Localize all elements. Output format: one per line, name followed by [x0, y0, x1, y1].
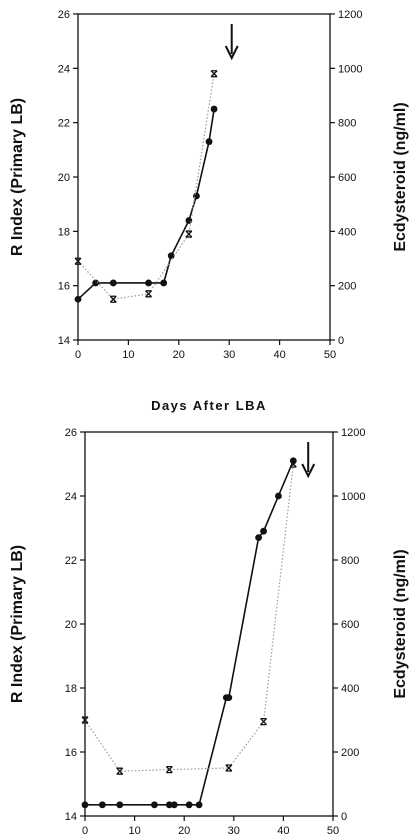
x-tick-label: 40 [277, 825, 289, 837]
r-index-point [260, 527, 267, 535]
r-index-point [92, 279, 100, 287]
ecdysteroid-point [109, 295, 117, 303]
ecdysteroid-line [77, 73, 215, 300]
y2-tick-label: 600 [338, 172, 356, 184]
arrow-head [301, 463, 316, 479]
x-tick-label: 0 [82, 825, 88, 837]
r-index-point [255, 534, 262, 541]
r-index-point [167, 252, 175, 260]
y2-tick-label: 200 [338, 281, 356, 293]
r-index-point [160, 279, 168, 287]
x-tick-label: 50 [324, 349, 336, 361]
r-index-point [185, 801, 193, 809]
y2-tick-label: 800 [338, 118, 356, 130]
y2-tick-label: 400 [338, 226, 356, 238]
r-index-point [210, 105, 218, 113]
marks: 0 10 20 30 40 50 14 16 18 20 22 24 26 0 200 400 600 800 10… [65, 427, 366, 837]
y-tick-label: 24 [58, 63, 70, 75]
x-tick-label: 30 [228, 825, 240, 837]
r-index-point [151, 801, 158, 809]
marks: 0 10 20 30 40 50 14 16 18 20 22 24 26 0 200 400 600 800 10… [58, 9, 363, 361]
r-index-point [116, 801, 124, 809]
panel-2: R Index (Primary LB) Ecdysteroid (ng/ml)… [9, 427, 409, 837]
r-index-point [81, 801, 89, 809]
y-tick-label: 22 [58, 118, 70, 130]
x-tick-label: 20 [173, 349, 185, 361]
y-tick-label: 20 [58, 172, 70, 184]
x-tick-label: 10 [128, 825, 140, 837]
y-tick-label: 20 [65, 619, 77, 631]
y2-tick-label: 1000 [341, 491, 365, 503]
r-index-point [165, 801, 173, 809]
ecdysteroid-line [84, 463, 294, 772]
x-tick-label: 50 [327, 825, 339, 837]
r-index-point [195, 801, 203, 809]
y2-tick-label: 1200 [338, 9, 362, 21]
r-index-point [145, 279, 152, 287]
ecdysteroid-point [260, 717, 268, 726]
y-tick-label: 14 [65, 811, 77, 823]
y2-tick-label: 1000 [338, 63, 362, 75]
r-index-line [85, 460, 295, 806]
r-index-point [225, 694, 233, 701]
y-tick-label: 16 [65, 747, 77, 759]
ecdysteroid-point [289, 460, 297, 468]
ecdysteroid-point [165, 765, 173, 774]
y-tick-label: 26 [65, 427, 77, 439]
y2-tick-label: 200 [341, 747, 359, 759]
x-axis-label: Days After LBA [151, 398, 267, 413]
ecdysteroid-point [225, 764, 233, 772]
y2-tick-label: 1200 [341, 427, 365, 439]
y-axis-label: R Index (Primary LB) [9, 98, 26, 256]
x-tick-label: 0 [75, 349, 81, 361]
y-tick-label: 18 [65, 683, 77, 695]
r-index-line [77, 108, 215, 300]
arrow-head [224, 45, 239, 61]
r-index-point [275, 492, 282, 500]
ecdysteroid-point [81, 716, 89, 724]
x-tick-label: 40 [273, 349, 285, 361]
y2-tick-label: 800 [341, 555, 359, 567]
y2-axis-label: Ecdysteroid (ng/ml) [392, 549, 409, 698]
r-index-point [74, 295, 82, 303]
x-tick-label: 30 [223, 349, 235, 361]
y-tick-label: 14 [58, 335, 70, 347]
y-tick-label: 16 [58, 281, 70, 293]
y-tick-label: 26 [58, 9, 70, 21]
y2-tick-label: 600 [341, 619, 359, 631]
r-index-point [98, 801, 106, 809]
plot-frame [84, 431, 334, 817]
y-tick-label: 22 [65, 555, 77, 567]
y-tick-label: 18 [58, 226, 70, 238]
y2-tick-label: 400 [341, 683, 359, 695]
ecdysteroid-point [145, 290, 153, 298]
plot-frame [77, 13, 331, 341]
r-index-point [193, 192, 200, 200]
y-tick-label: 24 [65, 491, 77, 503]
y-axis-label: R Index (Primary LB) [9, 545, 26, 703]
y2-axis-label: Ecdysteroid (ng/ml) [392, 102, 409, 251]
ecdysteroid-point [116, 767, 124, 775]
r-index-point [205, 138, 213, 146]
x-tick-label: 10 [122, 349, 134, 361]
r-index-point [170, 801, 178, 809]
y2-tick-label: 0 [338, 335, 344, 347]
y2-tick-label: 0 [341, 811, 347, 823]
panel-1: R Index (Primary LB) Ecdysteroid (ng/ml)… [9, 9, 409, 361]
ecdysteroid-point [74, 257, 82, 265]
ecdysteroid-point [210, 70, 218, 78]
r-index-point [109, 279, 117, 287]
ecdysteroid-point [185, 230, 193, 238]
x-tick-label: 20 [178, 825, 190, 837]
